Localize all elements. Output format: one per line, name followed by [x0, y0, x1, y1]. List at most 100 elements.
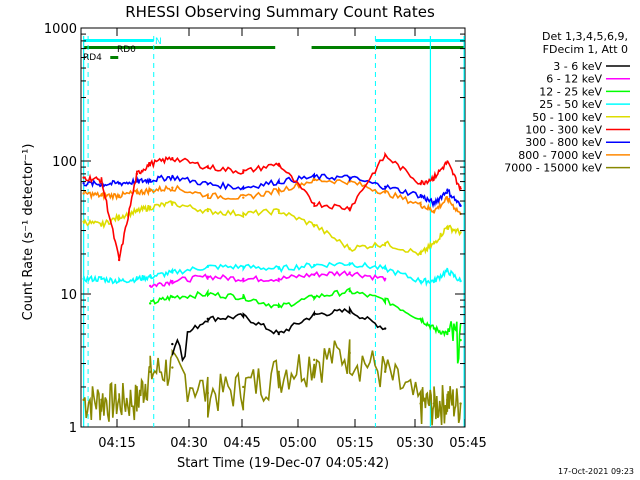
series-point	[206, 292, 210, 296]
series-point	[419, 317, 422, 321]
series-point	[277, 370, 280, 374]
series-point	[277, 189, 280, 192]
flag-bar-n	[375, 39, 465, 42]
series-point	[171, 279, 174, 283]
x-tick-label: 04:15	[98, 436, 135, 451]
legend: Det 1,3,4,5,6,9, FDecim 1, Att 0 3 - 6 k…	[504, 30, 630, 175]
series-line	[82, 339, 462, 426]
series-point	[242, 170, 245, 173]
series-point	[419, 402, 422, 405]
series-point	[277, 305, 280, 309]
series-point	[135, 277, 139, 281]
series-point	[446, 197, 449, 200]
series-line	[150, 287, 462, 364]
y-tick-label: 1000	[44, 22, 77, 37]
legend-label: 3 - 6 keV	[553, 60, 602, 73]
legend-header-line-1: Det 1,3,4,5,6,9,	[542, 30, 628, 43]
series-point	[206, 275, 210, 278]
series-point	[171, 186, 174, 189]
series-point	[171, 271, 174, 274]
legend-label: 300 - 800 keV	[525, 136, 602, 149]
series-point	[100, 178, 103, 182]
y-axis-label: Count Rate (s⁻¹ detector⁻¹)	[21, 144, 36, 321]
series-point	[383, 267, 387, 270]
series-point	[148, 162, 152, 166]
series-point	[419, 194, 422, 197]
series-point	[313, 202, 316, 205]
series-point	[432, 209, 436, 213]
series-point	[117, 215, 121, 219]
series-layer	[82, 151, 462, 426]
series-point	[82, 192, 85, 195]
series-point	[313, 178, 316, 182]
series-point	[383, 327, 387, 330]
series-point	[171, 156, 174, 160]
series-point	[171, 342, 174, 346]
series-point	[419, 279, 422, 283]
series-point	[383, 277, 387, 281]
series-point	[206, 391, 210, 395]
legend-label: 800 - 7000 keV	[518, 149, 602, 162]
series-point	[313, 175, 316, 179]
series-point	[100, 223, 103, 227]
series-point	[277, 209, 280, 213]
series-point	[348, 309, 351, 312]
series-point	[206, 194, 210, 197]
series-point	[348, 289, 351, 293]
series-point	[277, 162, 280, 166]
series-point	[432, 176, 436, 179]
series-point	[383, 370, 387, 374]
flag-bar-rd4	[110, 56, 119, 59]
series-point	[348, 176, 351, 179]
series-point	[171, 202, 174, 205]
series-point	[135, 398, 139, 402]
series-point	[148, 370, 152, 374]
legend-label: 7000 - 15000 keV	[504, 162, 602, 175]
y-tick-label: 1	[69, 421, 77, 436]
series-point	[419, 182, 422, 185]
series-point	[148, 284, 152, 288]
series-point	[242, 277, 245, 281]
series-point	[313, 223, 316, 227]
series-point	[117, 398, 121, 402]
series-point	[432, 327, 436, 330]
series-point	[242, 315, 245, 318]
series-point	[277, 277, 280, 281]
series-point	[242, 196, 245, 199]
series-point	[446, 225, 449, 229]
series-point	[446, 189, 449, 192]
series-point	[446, 398, 449, 402]
series-point	[383, 154, 387, 157]
series-point	[348, 247, 351, 250]
series-point	[446, 269, 449, 272]
series-point	[277, 180, 280, 183]
series-point	[117, 182, 121, 185]
series-point	[135, 191, 139, 194]
series-point	[242, 186, 245, 189]
series-point	[383, 298, 387, 302]
series-point	[446, 332, 449, 336]
series-line	[150, 270, 386, 288]
series-point	[383, 242, 387, 245]
series-point	[242, 212, 245, 216]
series-point	[419, 252, 422, 256]
series-point	[82, 277, 85, 281]
series-point	[82, 182, 85, 185]
legend-label: 6 - 12 keV	[546, 73, 602, 86]
y-tick-label: 100	[52, 155, 77, 170]
flag-label-n: N	[155, 37, 162, 47]
series-point	[313, 273, 316, 276]
series-point	[171, 175, 174, 179]
series-point	[171, 295, 174, 299]
series-point	[313, 263, 316, 267]
x-axis-label: Start Time (19-Dec-07 04:05:42)	[177, 456, 389, 471]
series-point	[277, 332, 280, 336]
series-point	[383, 185, 387, 188]
series-point	[135, 172, 139, 176]
series-line	[82, 261, 462, 287]
series-point	[446, 160, 449, 164]
series-point	[148, 302, 152, 305]
series-point	[242, 385, 245, 389]
legend-label: 25 - 50 keV	[539, 98, 602, 111]
